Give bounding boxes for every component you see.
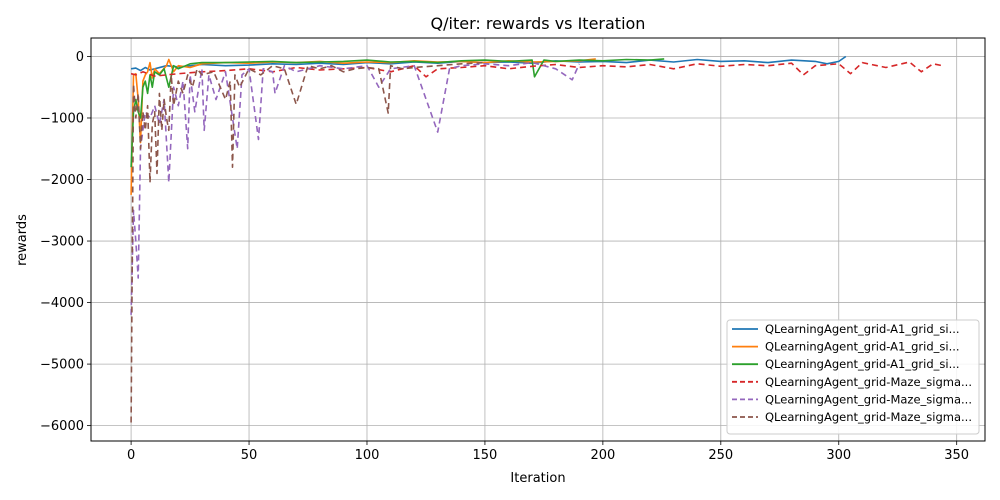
axis-ticks: 0 50 100 150 200 250 300 350 0 −1000 −2000 −3000 −40…	[40, 50, 969, 463]
x-tick-label: 0	[127, 448, 135, 463]
series-line-5	[130, 61, 581, 315]
legend-label-6: QLearningAgent_grid-Maze_sigma...	[765, 410, 972, 424]
legend: QLearningAgent_grid-A1_grid_si... QLearni…	[726, 319, 980, 435]
y-tick-label: −5000	[40, 358, 84, 373]
legend-label-5: QLearningAgent_grid-Maze_sigma...	[765, 392, 972, 406]
grid	[91, 38, 985, 441]
legend-label-3: QLearningAgent_grid-A1_grid_si...	[765, 357, 960, 371]
legend-label-1: QLearningAgent_grid-A1_grid_si...	[765, 322, 960, 336]
y-tick-label: 0	[76, 50, 84, 65]
x-tick-label: 100	[355, 448, 380, 463]
y-tick-label: −4000	[40, 296, 84, 311]
series-layer	[130, 55, 943, 423]
series-line-3	[130, 58, 665, 168]
x-tick-label: 350	[944, 448, 969, 463]
legend-label-2: QLearningAgent_grid-A1_grid_si...	[765, 340, 960, 354]
y-tick-label: −2000	[40, 173, 84, 188]
x-tick-label: 150	[473, 448, 498, 463]
y-tick-label: −1000	[40, 111, 84, 126]
legend-box	[726, 319, 980, 435]
y-tick-label: −6000	[40, 419, 84, 434]
y-tick-label: −3000	[40, 235, 84, 250]
legend-label-4: QLearningAgent_grid-Maze_sigma...	[765, 375, 972, 389]
x-tick-label: 250	[708, 448, 733, 463]
y-axis-title: rewards	[15, 214, 30, 266]
x-tick-label: 300	[826, 448, 851, 463]
plot-frame	[90, 37, 986, 442]
x-tick-label: 200	[590, 448, 615, 463]
x-tick-label: 50	[241, 448, 258, 463]
chart-title: Q/iter: rewards vs Iteration	[431, 14, 646, 33]
series-line-2	[130, 58, 596, 195]
series-line-6	[130, 61, 485, 423]
x-axis-title: Iteration	[510, 471, 565, 486]
